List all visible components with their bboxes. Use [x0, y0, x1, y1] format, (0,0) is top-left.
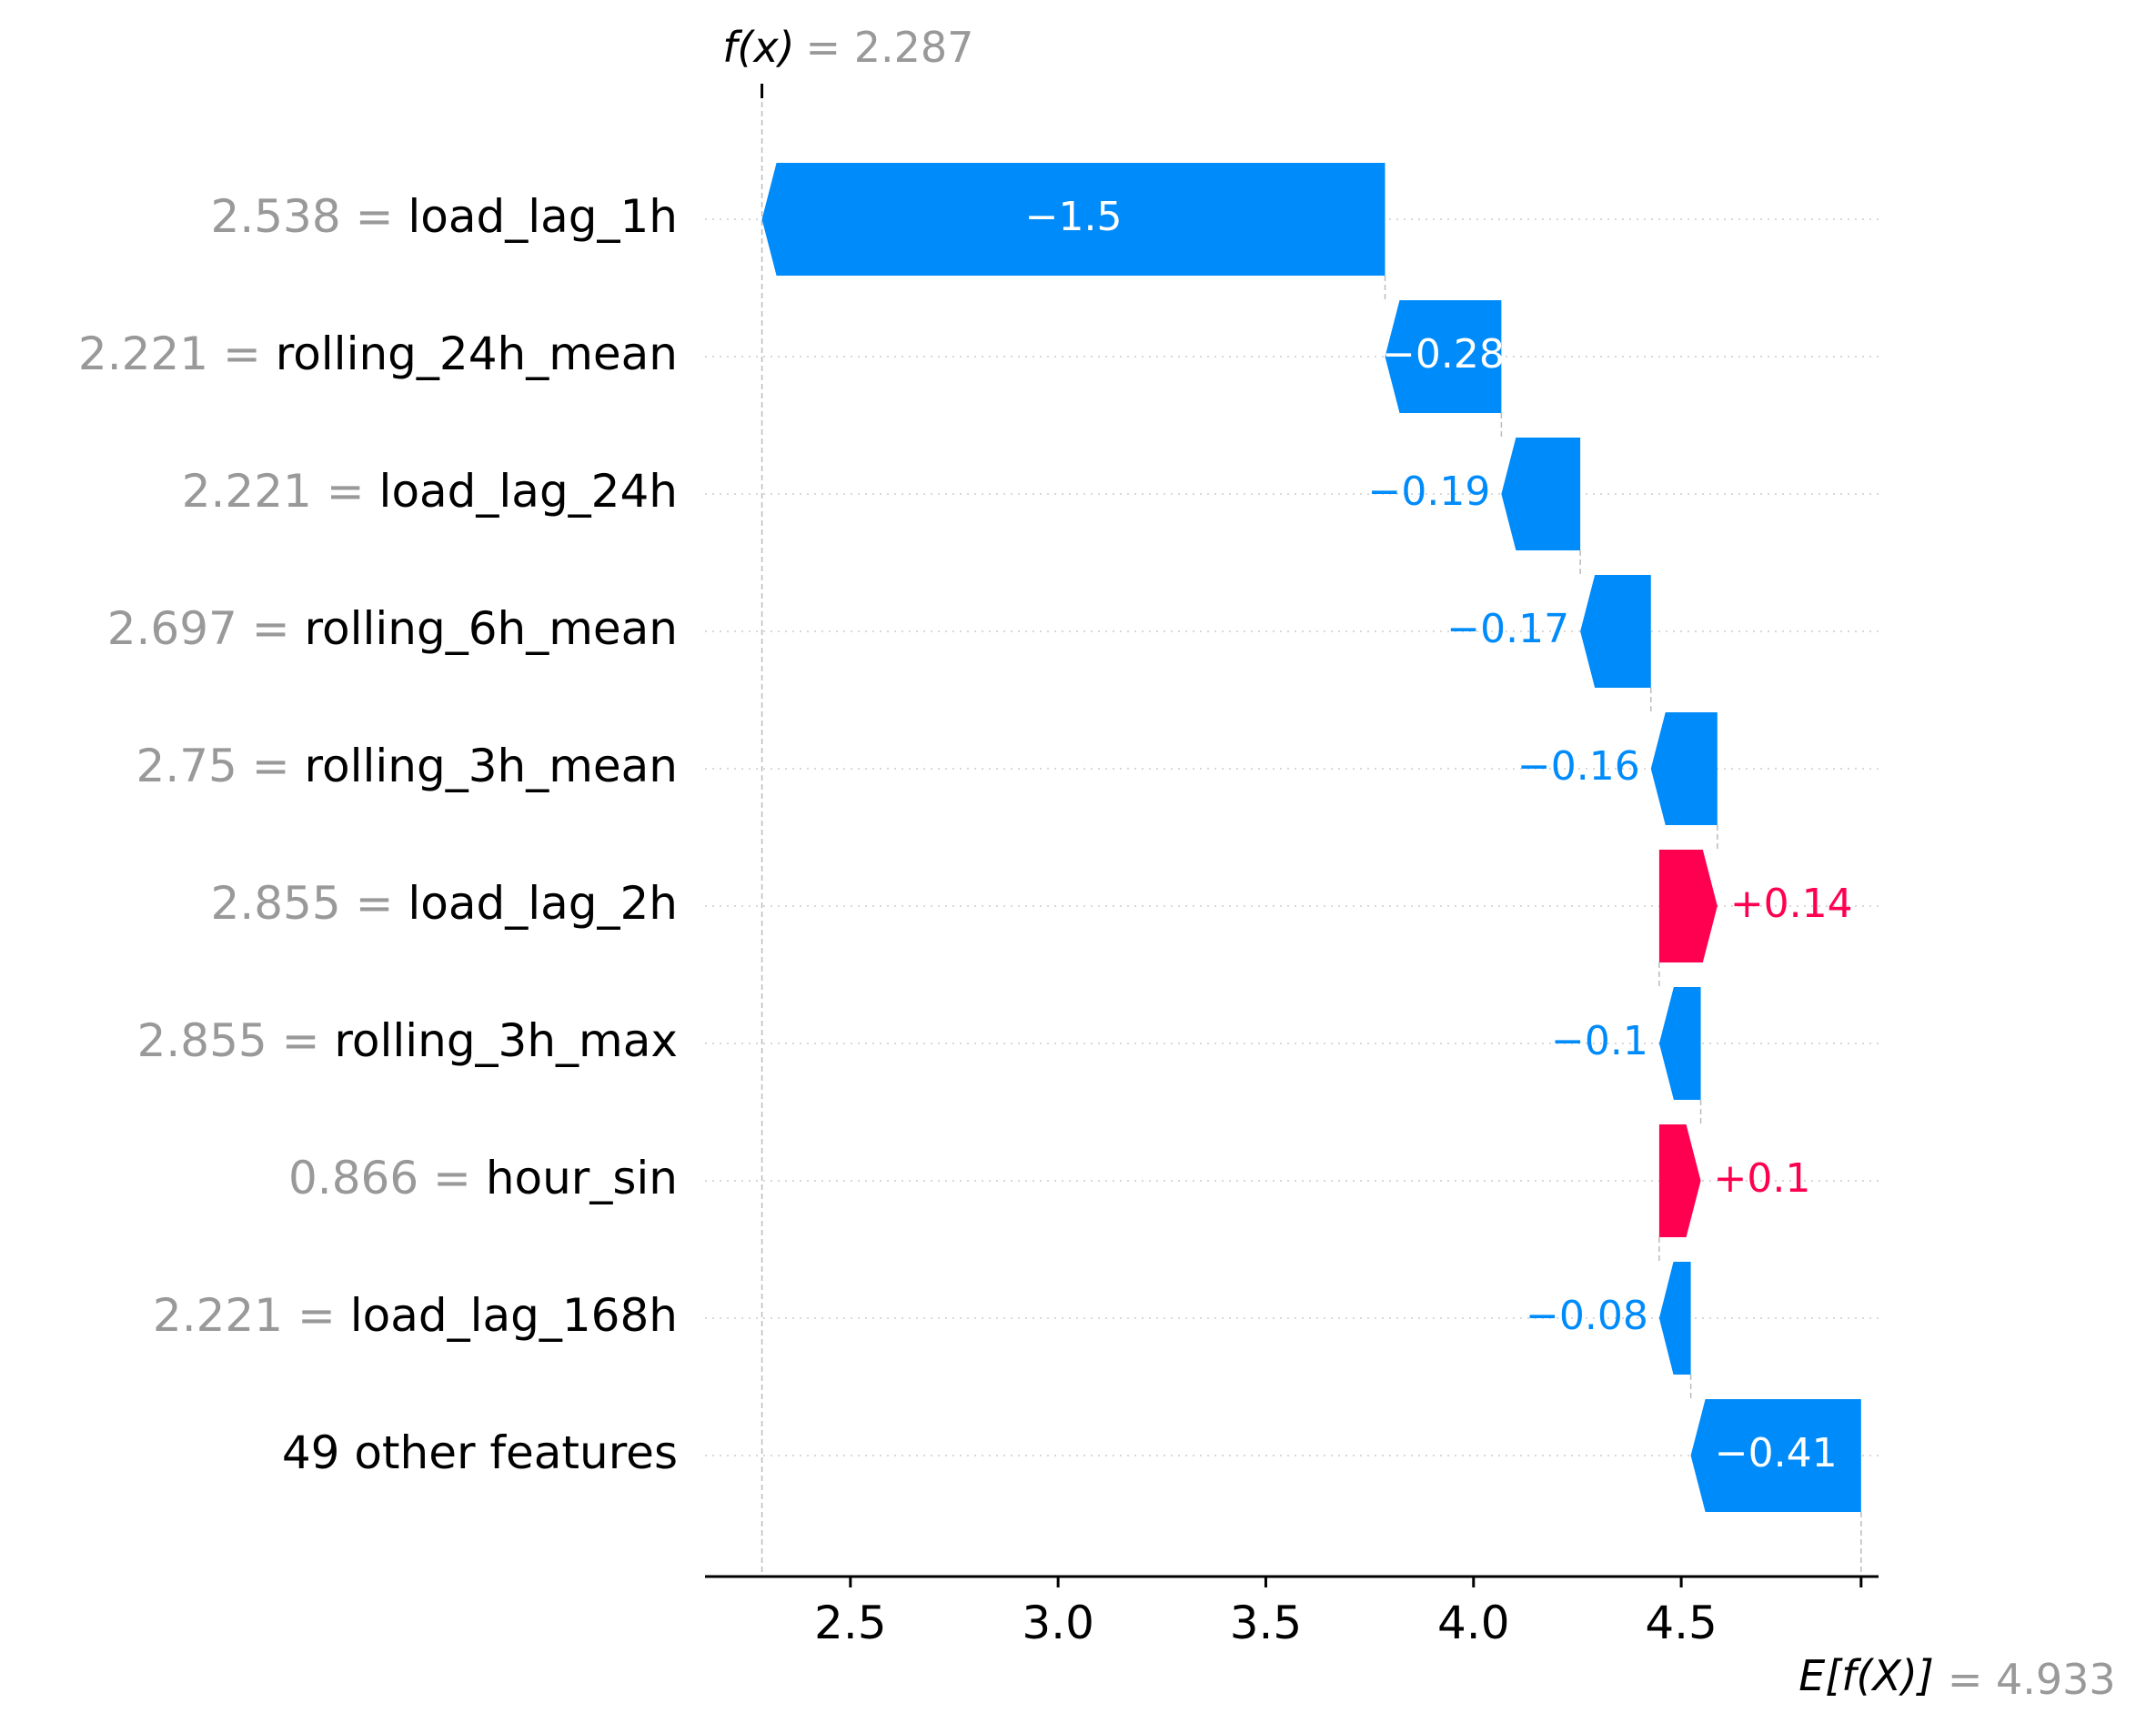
feature-label: 49 other features: [282, 1426, 678, 1479]
feature-label: 2.221 = load_lag_24h: [182, 465, 678, 518]
feature-name: load_lag_24h: [379, 465, 678, 518]
feature-labels: 2.538 = load_lag_1h 2.221 = rolling_24h_m…: [78, 190, 678, 1479]
bar-value-label: −0.41: [1715, 1430, 1838, 1476]
bar-value-label: −1.5: [1025, 194, 1123, 240]
bar-load-lag-1h: [761, 163, 1385, 276]
expected-value-value: = 4.933: [1948, 1655, 2116, 1704]
bar-labels: −1.5 −0.28 −0.19 −0.17 −0.16 +0.14 −0.1 +0.1 −0.…: [1025, 194, 1853, 1476]
bar-value-label: −0.19: [1368, 469, 1491, 515]
bar-value-label: +0.14: [1730, 881, 1853, 927]
x-tick-label: 2.5: [814, 1597, 887, 1649]
fx-value: = 2.287: [806, 23, 974, 72]
bar-rolling-24h-mean: [1385, 300, 1502, 413]
bar-value-label: −0.1: [1551, 1018, 1648, 1064]
feature-value: 2.221 =: [78, 327, 276, 380]
bar-load-lag-168h: [1658, 1262, 1691, 1375]
expected-value-label: E[f(X)]: [1798, 1651, 1934, 1700]
feature-value: 2.855 =: [211, 877, 408, 930]
feature-name: rolling_6h_mean: [305, 602, 678, 655]
feature-label: 2.855 = load_lag_2h: [211, 877, 678, 930]
feature-name: load_lag_1h: [408, 190, 678, 243]
feature-label: 2.221 = load_lag_168h: [153, 1289, 678, 1342]
bar-rolling-3h-mean: [1650, 712, 1718, 825]
feature-name: load_lag_2h: [408, 877, 678, 930]
feature-name: load_lag_168h: [350, 1289, 678, 1342]
feature-value: 0.866 =: [288, 1152, 486, 1204]
feature-name: rolling_3h_mean: [305, 740, 678, 792]
feature-value: 2.538 =: [211, 190, 408, 243]
feature-label: 2.221 = rolling_24h_mean: [78, 327, 678, 380]
bar-hour-sin: [1658, 1124, 1701, 1237]
feature-value: 2.75 =: [136, 740, 305, 792]
feature-label: 0.866 = hour_sin: [288, 1152, 678, 1204]
bar-value-label: −0.17: [1446, 606, 1569, 652]
feature-name: rolling_3h_max: [334, 1014, 678, 1067]
x-axis: 2.5 3.0 3.5 4.0 4.5: [705, 1575, 1879, 1649]
bar-49-other-features: [1690, 1399, 1861, 1512]
bar-load-lag-2h: [1658, 850, 1718, 962]
x-tick-label: 4.0: [1437, 1597, 1510, 1649]
feature-label: 2.855 = rolling_3h_max: [137, 1014, 678, 1067]
feature-value: 2.221 =: [153, 1289, 350, 1342]
feature-name: rolling_24h_mean: [276, 327, 678, 380]
feature-name: 49 other features: [282, 1426, 678, 1479]
bars: [761, 163, 1861, 1512]
feature-value: 2.221 =: [182, 465, 379, 518]
bar-rolling-3h-max: [1658, 987, 1701, 1100]
feature-label: 2.697 = rolling_6h_mean: [107, 602, 678, 655]
feature-label: 2.75 = rolling_3h_mean: [136, 740, 678, 792]
feature-value: 2.855 =: [137, 1014, 335, 1067]
bar-load-lag-24h: [1501, 438, 1581, 550]
feature-label: 2.538 = load_lag_1h: [211, 190, 678, 243]
connector-lines: [761, 84, 1862, 1577]
feature-value: 2.697 =: [107, 602, 305, 655]
x-tick-label: 3.0: [1022, 1597, 1094, 1649]
bar-value-label: −0.16: [1517, 743, 1640, 790]
gridlines: [705, 218, 1879, 1456]
feature-name: hour_sin: [486, 1152, 678, 1204]
x-tick-label: 3.5: [1230, 1597, 1303, 1649]
x-tick-label: 4.5: [1645, 1597, 1718, 1649]
bar-rolling-6h-mean: [1580, 575, 1651, 688]
fx-label: f(x): [722, 23, 794, 72]
bar-value-label: −0.28: [1382, 331, 1505, 378]
bar-value-label: +0.1: [1714, 1155, 1811, 1202]
bar-value-label: −0.08: [1526, 1293, 1648, 1339]
